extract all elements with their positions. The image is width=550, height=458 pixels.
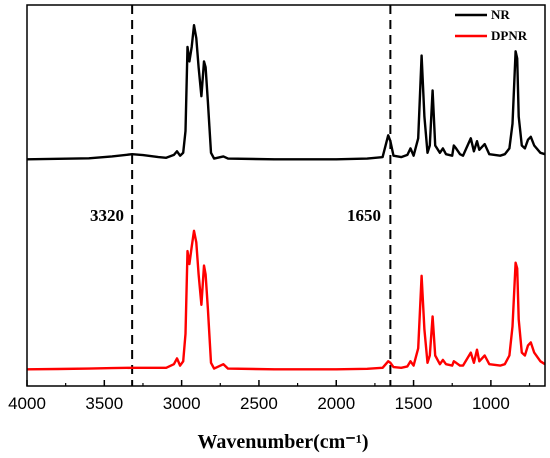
series-line-dpnr (26, 229, 546, 371)
x-tick-label-2000: 2000 (317, 394, 355, 413)
x-tick-label-4000: 4000 (8, 394, 46, 413)
legend-label-nr: NR (491, 7, 510, 22)
axes-layer: 4000 3500 3000 2500 2000 1500 1000 (8, 4, 546, 413)
x-axis-title: Wavenumber(cm⁻¹) (198, 431, 369, 453)
x-tick-label-1500: 1500 (395, 394, 433, 413)
legend-label-dpnr: DPNR (491, 28, 528, 43)
annotation-label-1650: 1650 (347, 206, 381, 225)
annotation-label-3320: 3320 (90, 206, 124, 225)
x-tick-label-1000: 1000 (472, 394, 510, 413)
x-tick-label-3500: 3500 (85, 394, 123, 413)
x-tick-label-2500: 2500 (240, 394, 278, 413)
legend: NR DPNR (455, 7, 528, 43)
plot-frame (26, 4, 546, 387)
series-layer (26, 24, 546, 371)
x-tick-label-3000: 3000 (163, 394, 201, 413)
series-line-nr (26, 24, 546, 161)
annotation-layer (131, 5, 392, 386)
